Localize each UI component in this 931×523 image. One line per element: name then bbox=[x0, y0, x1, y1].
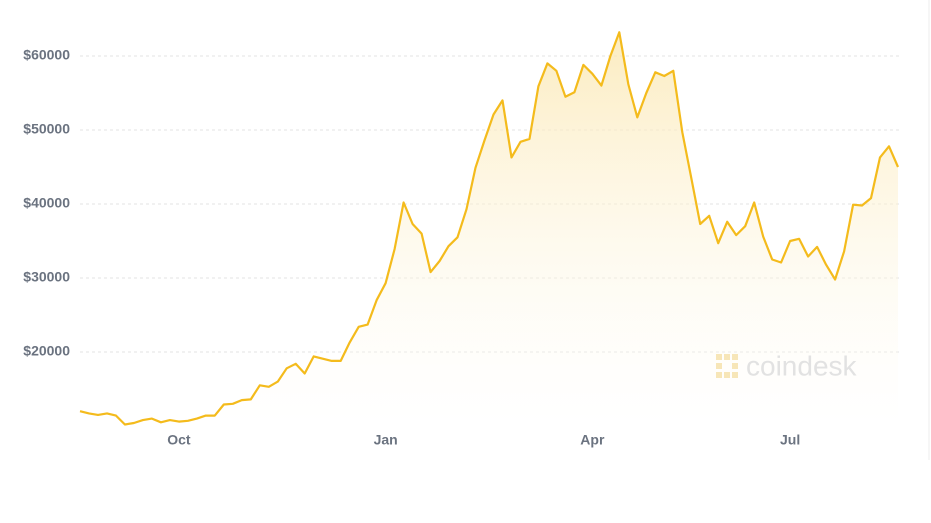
price-line bbox=[79, 31, 900, 426]
x-tick-label: Apr bbox=[580, 432, 605, 448]
y-tick-label: $20000 bbox=[23, 343, 70, 359]
x-tick-label: Jul bbox=[780, 432, 800, 448]
x-tick-label: Oct bbox=[167, 432, 191, 448]
area bbox=[80, 32, 898, 427]
watermark: coindesk bbox=[746, 350, 858, 381]
y-tick-label: $50000 bbox=[23, 121, 70, 137]
y-tick-label: $60000 bbox=[23, 47, 70, 63]
x-tick-label: Jan bbox=[374, 432, 398, 448]
y-tick-label: $40000 bbox=[23, 195, 70, 211]
y-tick-label: $30000 bbox=[23, 269, 70, 285]
watermark-icon bbox=[716, 354, 738, 378]
